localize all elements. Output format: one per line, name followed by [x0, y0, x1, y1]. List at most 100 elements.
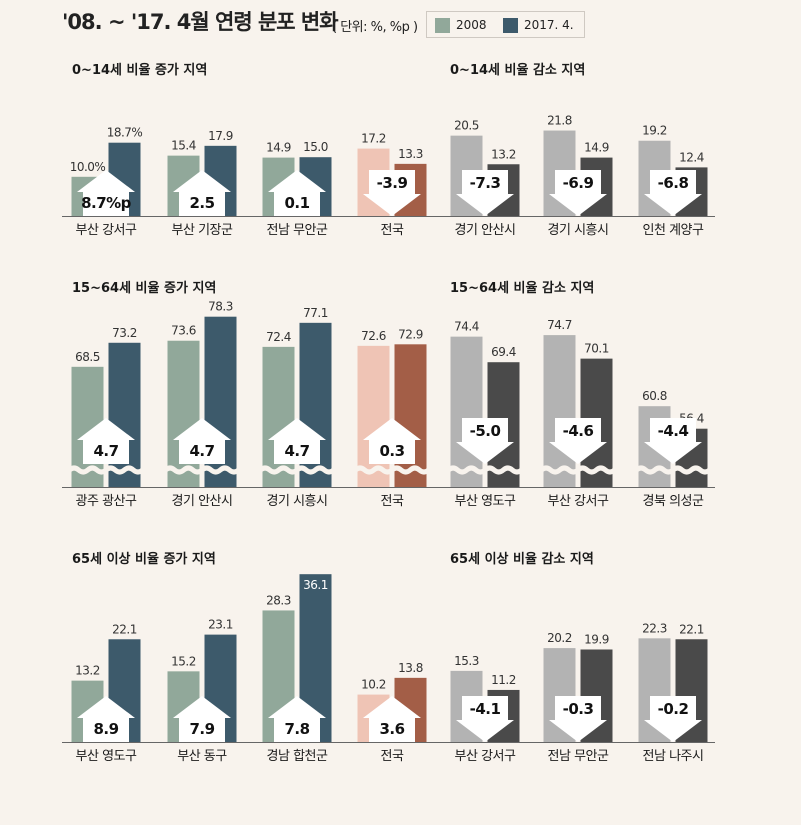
value-label-2008: 20.5	[454, 119, 479, 133]
value-label-2017: 72.9	[398, 327, 423, 341]
section-title: 65세 이상 비율 증가 지역	[72, 551, 216, 567]
section-title: 0~14세 비율 감소 지역	[450, 62, 585, 78]
category-label: 경기 안산시	[455, 223, 516, 238]
value-label-2017: 14.9	[584, 141, 609, 155]
value-label-2017: 15.0	[303, 140, 328, 154]
decrease-arrow-icon	[644, 696, 702, 742]
decrease-arrow-icon	[644, 418, 702, 464]
increase-arrow-icon	[268, 696, 326, 742]
bar-2008	[450, 336, 483, 487]
value-label-2017: 69.4	[491, 345, 516, 359]
value-label-2008: 72.6	[361, 329, 386, 343]
decrease-arrow-icon	[363, 170, 421, 216]
value-label-2008: 17.2	[361, 132, 386, 146]
section-title: 15~64세 비율 감소 지역	[450, 280, 594, 296]
value-label-2017: 77.1	[303, 306, 328, 320]
category-label: 전남 무안군	[267, 223, 328, 238]
category-label: 부산 기장군	[172, 223, 233, 238]
legend-label-2008: 2008	[456, 18, 487, 32]
value-label-2017: 73.2	[112, 326, 137, 340]
category-label: 경기 시흥시	[548, 223, 609, 238]
value-label-2008: 74.4	[454, 320, 479, 334]
legend-label-2017: 2017. 4.	[524, 18, 574, 32]
change-label: 7.9	[189, 720, 214, 738]
value-label-2008: 68.5	[75, 350, 100, 364]
change-label: -7.3	[470, 174, 501, 192]
category-label: 전국	[381, 494, 404, 509]
bar-2017	[108, 342, 141, 487]
increase-arrow-icon	[173, 418, 231, 464]
legend-swatch-2008	[435, 18, 450, 33]
category-label: 인천 계양구	[643, 223, 704, 238]
value-label-2017: 22.1	[679, 622, 704, 636]
section-title: 15~64세 비율 증가 지역	[72, 280, 216, 296]
value-label-2008: 73.6	[171, 324, 196, 338]
change-label: 0.3	[379, 442, 404, 460]
category-label: 경남 합천군	[267, 749, 328, 764]
value-label-2008: 74.7	[547, 318, 572, 332]
category-label: 부산 동구	[177, 749, 227, 764]
decrease-arrow-icon	[456, 170, 514, 216]
decrease-arrow-icon	[644, 170, 702, 216]
value-label-2008: 19.2	[642, 124, 667, 138]
value-label-2017: 13.3	[398, 147, 423, 161]
axis-break-wave	[163, 465, 241, 475]
change-label: 4.7	[189, 442, 214, 460]
value-label-2008: 20.2	[547, 631, 572, 645]
chart-title: '08. ~ '17. 4월 연령 분포 변화	[62, 10, 339, 34]
value-label-2017: 22.1	[112, 622, 137, 636]
change-label: -4.1	[470, 700, 501, 718]
legend-swatch-2017	[503, 18, 518, 33]
value-label-2017: 23.1	[208, 618, 233, 632]
change-label: 8.7%p	[81, 194, 132, 212]
value-label-2008: 10.0%	[70, 160, 106, 174]
change-label: 4.7	[284, 442, 309, 460]
increase-arrow-icon	[77, 696, 135, 742]
category-label: 광주 광산구	[76, 494, 137, 509]
increase-arrow-icon	[173, 170, 231, 216]
value-label-2017: 17.9	[208, 129, 233, 143]
category-label: 부산 강서구	[455, 749, 516, 764]
change-label: 7.8	[284, 720, 309, 738]
increase-arrow-icon	[363, 418, 421, 464]
change-label: -5.0	[470, 422, 501, 440]
change-label: -4.4	[658, 422, 689, 440]
category-label: 전국	[381, 223, 404, 238]
value-label-2017: 36.1	[303, 578, 328, 592]
value-label-2017: 13.2	[491, 147, 516, 161]
change-label: -0.3	[563, 700, 594, 718]
value-label-2008: 28.3	[266, 593, 291, 607]
section-title: 0~14세 비율 증가 지역	[72, 62, 207, 78]
value-label-2008: 14.9	[266, 141, 291, 155]
bar-2017	[394, 344, 427, 487]
change-label: -4.6	[563, 422, 594, 440]
value-label-2008: 15.4	[171, 139, 196, 153]
category-label: 부산 영도구	[76, 749, 137, 764]
decrease-arrow-icon	[549, 418, 607, 464]
category-label: 부산 영도구	[455, 494, 516, 509]
axis-break-wave	[539, 465, 617, 475]
decrease-arrow-icon	[549, 696, 607, 742]
value-label-2008: 15.3	[454, 654, 479, 668]
change-label: 2.5	[189, 194, 214, 212]
axis-break-wave	[67, 465, 145, 475]
value-label-2008: 13.2	[75, 664, 100, 678]
bar-2008	[167, 340, 200, 487]
axis-break-wave	[446, 465, 524, 475]
category-label: 부산 강서구	[548, 494, 609, 509]
category-label: 경북 의성군	[643, 494, 704, 509]
category-label: 전남 나주시	[643, 749, 704, 764]
category-label: 경기 시흥시	[267, 494, 328, 509]
value-label-2017: 18.7%	[107, 126, 143, 140]
change-label: 0.1	[284, 194, 309, 212]
decrease-arrow-icon	[456, 418, 514, 464]
value-label-2017: 12.4	[679, 150, 704, 164]
value-label-2008: 15.2	[171, 654, 196, 668]
increase-arrow-icon	[268, 418, 326, 464]
increase-arrow-icon	[77, 170, 135, 216]
value-label-2017: 19.9	[584, 632, 609, 646]
legend: 2008 2017. 4.	[426, 11, 585, 38]
increase-arrow-icon	[173, 696, 231, 742]
category-label: 부산 강서구	[76, 223, 137, 238]
